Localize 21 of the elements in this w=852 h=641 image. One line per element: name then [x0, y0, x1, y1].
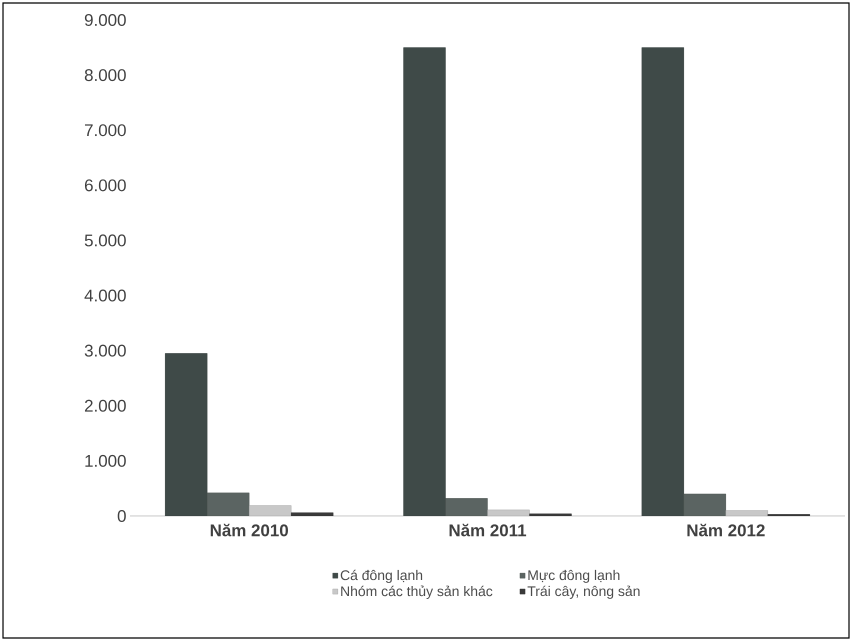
y-tick-label: 9.000	[84, 14, 126, 26]
bar	[445, 498, 488, 516]
y-tick-label: 0	[118, 510, 126, 522]
legend-label: Nhóm các thủy sản khác	[341, 586, 492, 599]
x-tick-label: Năm 2012	[687, 524, 765, 536]
y-tick-label: 7.000	[84, 124, 126, 136]
legend-label: Mực đông lạnh	[528, 570, 620, 583]
x-tick-label: Năm 2011	[450, 524, 526, 536]
y-tick-label: 1.000	[85, 454, 126, 467]
bar	[206, 492, 250, 516]
x-tick-label: Năm 2010	[210, 524, 288, 536]
legend-label: Cá đông lạnh	[340, 570, 422, 583]
y-tick-label: 8.000	[84, 69, 126, 82]
bar	[684, 494, 726, 516]
legend-label: Trái cây, nông sản	[528, 586, 640, 599]
y-tick-label: 2.000	[84, 400, 126, 412]
bar	[249, 506, 292, 516]
y-tick-label: 6.000	[84, 179, 126, 192]
y-tick-label: 4.000	[84, 290, 126, 302]
y-tick-label: 5.000	[84, 234, 126, 246]
y-tick-label: 3.000	[84, 344, 126, 357]
